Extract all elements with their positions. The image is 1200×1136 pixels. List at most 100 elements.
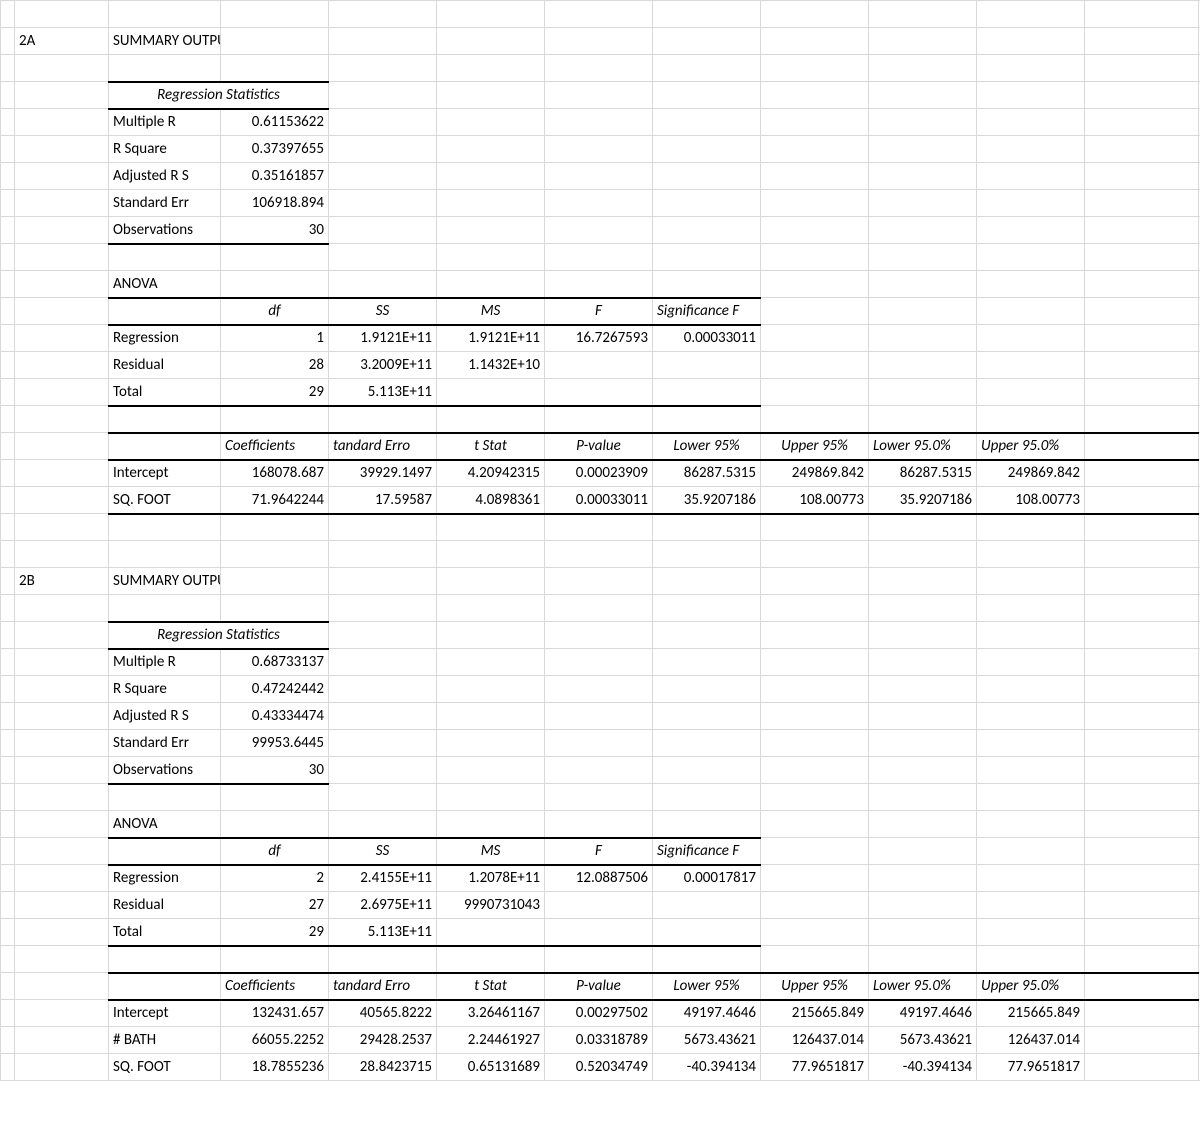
val: 249869.842 [977,460,1085,487]
hdr-ss: SS [329,298,437,325]
val: 16.7267593 [545,325,653,352]
value-multiple-r-b: 0.68733137 [221,649,329,676]
label-r-square: R Square [109,136,221,163]
val: 49197.4646 [869,1000,977,1027]
val: 126437.014 [761,1027,869,1054]
row-anova-title-b: ANOVA [1,811,1200,838]
row-blank [1,244,1200,271]
row-obs-a: Observations 30 [1,217,1200,244]
value-r-square-b: 0.47242442 [221,676,329,703]
hdr-u950: Upper 95.0% [977,433,1085,460]
val: 27 [221,892,329,919]
value-std-err-a: 106918.894 [221,190,329,217]
val: 3.2009E+11 [329,352,437,379]
val: 4.0898361 [437,487,545,514]
val: 5673.43621 [653,1027,761,1054]
row-coef-intercept-b: Intercept 132431.657 40565.8222 3.264611… [1,1000,1200,1027]
hdr-std-error: tandard Erro [329,973,437,1000]
hdr-pvalue: P-value [545,973,653,1000]
val: 39929.1497 [329,460,437,487]
hdr-pvalue: P-value [545,433,653,460]
val: 0.52034749 [545,1054,653,1081]
val: 17.59587 [329,487,437,514]
hdr-l950: Lower 95.0% [869,973,977,1000]
val: 40565.8222 [329,1000,437,1027]
hdr-ss: SS [329,838,437,865]
row-anova-total-b: Total 29 5.113E+11 [1,919,1200,946]
val: 4.20942315 [437,460,545,487]
hdr-ms: MS [437,298,545,325]
value-adjusted-r-b: 0.43334474 [221,703,329,730]
row-adj-r-b: Adjusted R S 0.43334474 [1,703,1200,730]
val: 126437.014 [977,1027,1085,1054]
row-anova-residual-a: Residual 28 3.2009E+11 1.1432E+10 [1,352,1200,379]
val: 35.9207186 [869,487,977,514]
val: 2.4155E+11 [329,865,437,892]
val: 1 [221,325,329,352]
row-blank [1,784,1200,811]
hdr-u95: Upper 95% [761,433,869,460]
block-a-tag: 2A [15,28,109,55]
row-coef-bath-b: # BATH 66055.2252 29428.2537 2.24461927 … [1,1027,1200,1054]
row-multiple-r-a: Multiple R 0.61153622 [1,109,1200,136]
val: 168078.687 [221,460,329,487]
hdr-df: df [221,298,329,325]
val: 35.9207186 [653,487,761,514]
val: 49197.4646 [653,1000,761,1027]
row-std-err-a: Standard Err 106918.894 [1,190,1200,217]
row-regstats-header-b: Regression Statistics [1,622,1200,649]
value-r-square-a: 0.37397655 [221,136,329,163]
row-blank [1,55,1200,82]
value-observations-b: 30 [221,757,329,784]
hdr-f: F [545,838,653,865]
hdr-tstat: t Stat [437,433,545,460]
summary-output-a: SUMMARY OUTPUT [109,28,221,55]
label-residual: Residual [109,352,221,379]
row-coef-sqfoot-b: SQ. FOOT 18.7855236 28.8423715 0.6513168… [1,1054,1200,1081]
row-anova-header-b: df SS MS F Significance F [1,838,1200,865]
val: 1.2078E+11 [437,865,545,892]
row-coef-header-b: Coefficients tandard Erro t Stat P-value… [1,973,1200,1000]
row-std-err-b: Standard Err 99953.6445 [1,730,1200,757]
row-regstats-header-a: Regression Statistics [1,82,1200,109]
row-anova-regression-a: Regression 1 1.9121E+11 1.9121E+11 16.72… [1,325,1200,352]
val: 215665.849 [761,1000,869,1027]
label-std-err: Standard Err [109,730,221,757]
row-multiple-r-b: Multiple R 0.68733137 [1,649,1200,676]
row-coef-header-a: Coefficients tandard Erro t Stat P-value… [1,433,1200,460]
val: 28 [221,352,329,379]
label-total: Total [109,379,221,406]
row-adj-r-a: Adjusted R S 0.35161857 [1,163,1200,190]
hdr-ms: MS [437,838,545,865]
label-adjusted-r: Adjusted R S [109,703,221,730]
label-multiple-r: Multiple R [109,649,221,676]
block-b-tag: 2B [15,568,109,595]
val: 0.00297502 [545,1000,653,1027]
val: -40.394134 [653,1054,761,1081]
label-regression: Regression [109,325,221,352]
val: 0.00023909 [545,460,653,487]
val: 3.26461167 [437,1000,545,1027]
hdr-tstat: t Stat [437,973,545,1000]
val: 5.113E+11 [329,379,437,406]
val: 1.1432E+10 [437,352,545,379]
label-intercept: Intercept [109,460,221,487]
row-blank [1,595,1200,622]
row-2b-title: 2B SUMMARY OUTPUT [1,568,1200,595]
label-regression: Regression [109,865,221,892]
val: 2.6975E+11 [329,892,437,919]
val: 108.00773 [761,487,869,514]
hdr-l950: Lower 95.0% [869,433,977,460]
val: 249869.842 [761,460,869,487]
label-intercept: Intercept [109,1000,221,1027]
row-blank [1,406,1200,433]
label-observations: Observations [109,757,221,784]
hdr-df: df [221,838,329,865]
row-anova-title-a: ANOVA [1,271,1200,298]
val: 5673.43621 [869,1027,977,1054]
val: 132431.657 [221,1000,329,1027]
row-2a-title: 2A SUMMARY OUTPUT [1,28,1200,55]
row-blank [1,514,1200,541]
val: 18.7855236 [221,1054,329,1081]
label-r-square: R Square [109,676,221,703]
